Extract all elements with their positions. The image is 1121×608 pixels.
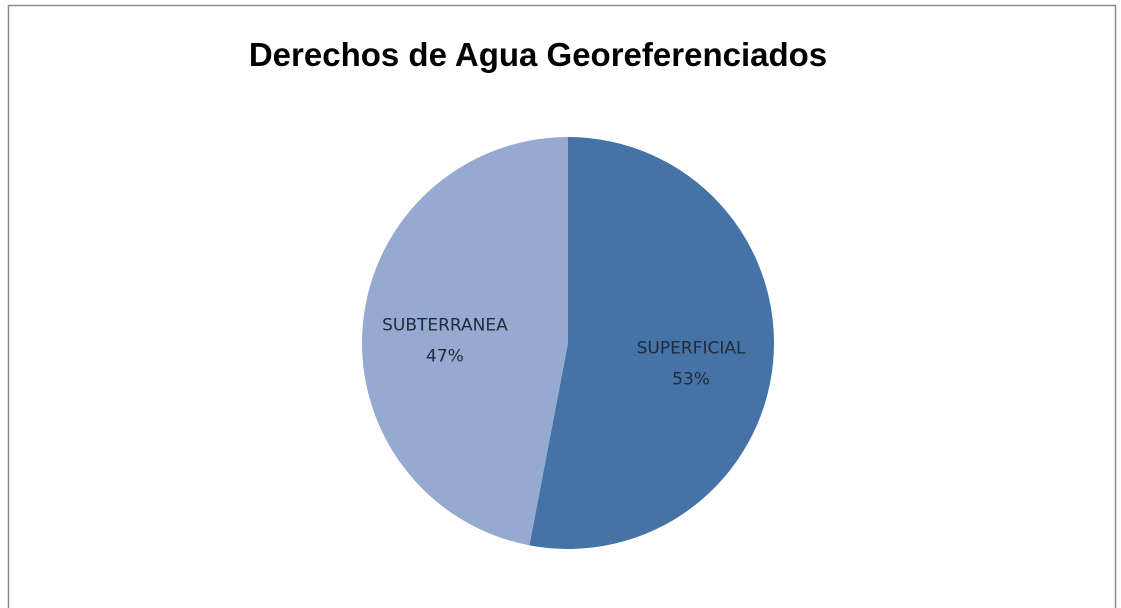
pie-slice bbox=[529, 137, 774, 549]
chart-title: Derechos de Agua Georeferenciados bbox=[249, 36, 827, 73]
chart-border bbox=[7, 4, 1117, 608]
pie-slice bbox=[361, 137, 568, 546]
slice-label: SUBTERRANEA bbox=[382, 315, 508, 335]
slice-value-label: 53% bbox=[672, 370, 710, 390]
slice-label: SUPERFICIAL bbox=[637, 339, 746, 359]
slice-value-label: 47% bbox=[426, 346, 464, 366]
